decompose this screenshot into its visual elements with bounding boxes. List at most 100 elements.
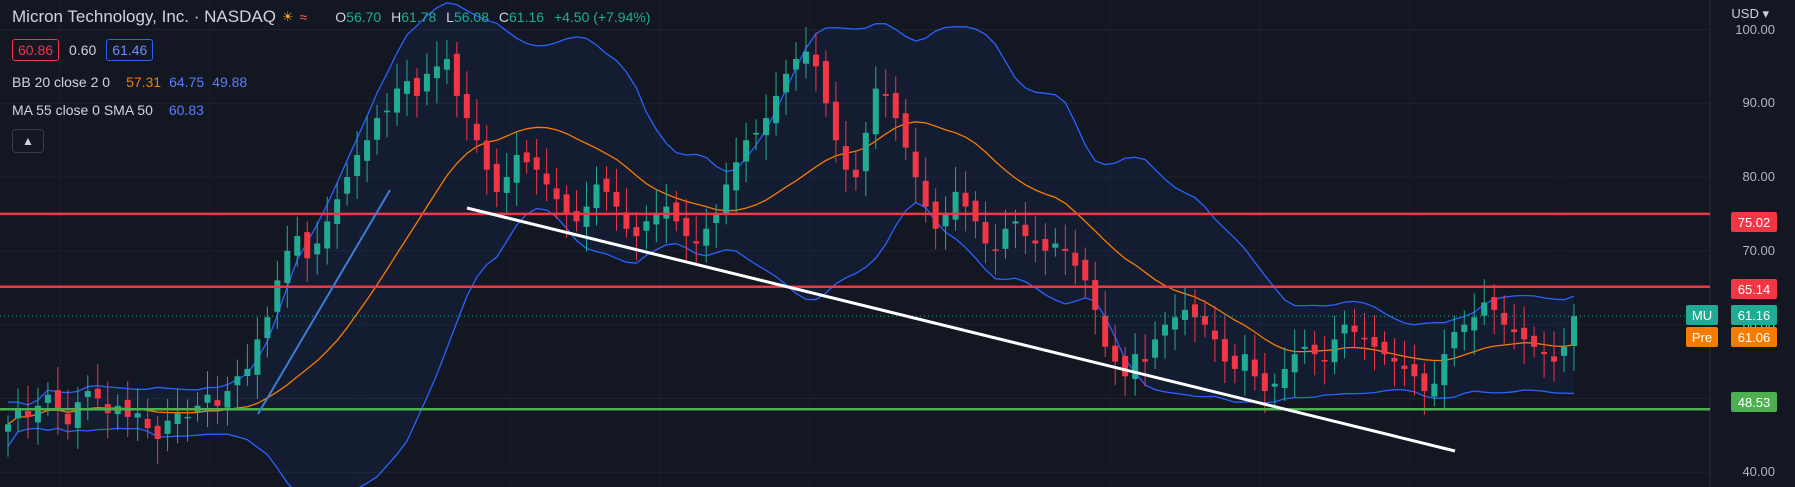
candle-body	[394, 88, 401, 113]
chevron-up-icon[interactable]: ▲	[12, 129, 44, 153]
candle-body	[1441, 354, 1448, 386]
candle-body	[912, 151, 919, 178]
bb-indicator-legend[interactable]: BB 20 close 2 0 57.31 64.75 49.88	[12, 74, 248, 90]
price-tag-r1: 75.02	[1731, 212, 1777, 232]
candle-body	[862, 132, 869, 172]
sell-button[interactable]: 60.86	[12, 39, 60, 61]
candle-body	[1092, 280, 1099, 310]
candle-body	[643, 221, 650, 231]
candle-body	[812, 54, 819, 67]
price-tag-support: 48.53	[1731, 392, 1777, 412]
candle-body	[5, 424, 11, 432]
candle-body	[583, 206, 590, 227]
candle-body	[942, 213, 949, 227]
candle-body	[653, 213, 660, 225]
candle-body	[922, 180, 929, 207]
candle-body	[1361, 337, 1368, 340]
buy-button[interactable]: 61.46	[106, 39, 154, 61]
candle-body	[314, 243, 321, 255]
candle-body	[1221, 339, 1228, 362]
candle-body	[1341, 324, 1348, 334]
candle-body	[1521, 327, 1528, 340]
candle-body	[1062, 248, 1069, 251]
candle-body	[1231, 355, 1238, 369]
candle-body	[1072, 252, 1079, 266]
price-axis-tick: 90.00	[1742, 95, 1775, 111]
candle-body	[1321, 359, 1328, 362]
candle-body	[553, 188, 560, 200]
symbol-title[interactable]: Micron Technology, Inc. · NASDAQ	[12, 7, 276, 26]
candle-body	[443, 59, 450, 70]
candle-body	[1102, 315, 1109, 347]
candle-body	[274, 280, 281, 312]
bb-band-fill	[8, 2, 1574, 487]
candle-body	[364, 140, 371, 161]
candle-body	[1281, 368, 1288, 389]
candle-body	[453, 53, 460, 96]
candle-body	[344, 177, 351, 194]
candle-body	[1471, 317, 1478, 331]
candle-body	[1331, 339, 1338, 363]
ma-indicator-legend[interactable]: MA 55 close 0 SMA 50 60.83	[12, 102, 204, 118]
candle-body	[244, 368, 251, 377]
candle-body	[34, 405, 41, 423]
candle-body	[1421, 373, 1428, 392]
currency-selector[interactable]: USD ▾	[1731, 6, 1769, 21]
candle-body	[1181, 309, 1188, 320]
candle-body	[324, 221, 331, 249]
candle-body	[593, 184, 600, 208]
candle-body	[1541, 351, 1548, 355]
candle-body	[892, 93, 899, 119]
candle-body	[1351, 325, 1358, 333]
price-axis-tick: 70.00	[1742, 242, 1775, 258]
chart-legend: Micron Technology, Inc. · NASDAQ ☀ ≈ O56…	[12, 8, 650, 153]
candle-body	[1461, 324, 1468, 333]
candle-body	[703, 228, 710, 246]
candle-body	[483, 140, 490, 170]
candle-body	[423, 73, 430, 92]
candle-body	[354, 154, 361, 176]
candle-body	[264, 317, 271, 339]
candle-body	[1132, 354, 1139, 379]
spread-value: 0.60	[69, 42, 97, 58]
data-source-wave-icon[interactable]: ≈	[299, 8, 308, 25]
candle-body	[783, 73, 790, 93]
candle-body	[733, 162, 740, 191]
candle-body	[533, 157, 540, 170]
candle-body	[64, 413, 71, 425]
candle-body	[1391, 357, 1398, 362]
candle-body	[134, 413, 141, 418]
candle-body	[1152, 339, 1159, 358]
candle-body	[693, 241, 700, 244]
candle-body	[1291, 354, 1298, 373]
candle-body	[1172, 317, 1179, 330]
candle-body	[334, 199, 341, 224]
candle-body	[763, 118, 770, 136]
candle-body	[1122, 355, 1129, 377]
candle-body	[184, 416, 191, 419]
market-hours-sun-icon[interactable]: ☀	[281, 9, 294, 24]
candle-body	[1112, 345, 1119, 362]
candle-body	[1002, 228, 1009, 249]
candle-body	[84, 391, 91, 398]
candle-body	[673, 202, 680, 222]
candle-body	[1501, 312, 1508, 325]
candle-body	[1451, 332, 1458, 349]
candle-body	[902, 113, 909, 148]
candle-body	[1191, 304, 1198, 318]
candle-body	[94, 388, 101, 399]
candle-body	[932, 201, 939, 229]
candle-body	[1561, 346, 1568, 356]
candle-body	[413, 77, 420, 96]
price-axis-tick: 80.00	[1742, 169, 1775, 185]
candle-body	[1022, 224, 1029, 237]
candle-body	[384, 110, 391, 113]
candle-body	[1271, 383, 1278, 387]
candle-body	[1531, 335, 1538, 347]
candle-body	[1042, 238, 1049, 251]
candle-body	[44, 394, 51, 403]
candle-body	[1201, 316, 1208, 325]
candle-body	[234, 376, 241, 386]
candle-body	[633, 227, 640, 237]
